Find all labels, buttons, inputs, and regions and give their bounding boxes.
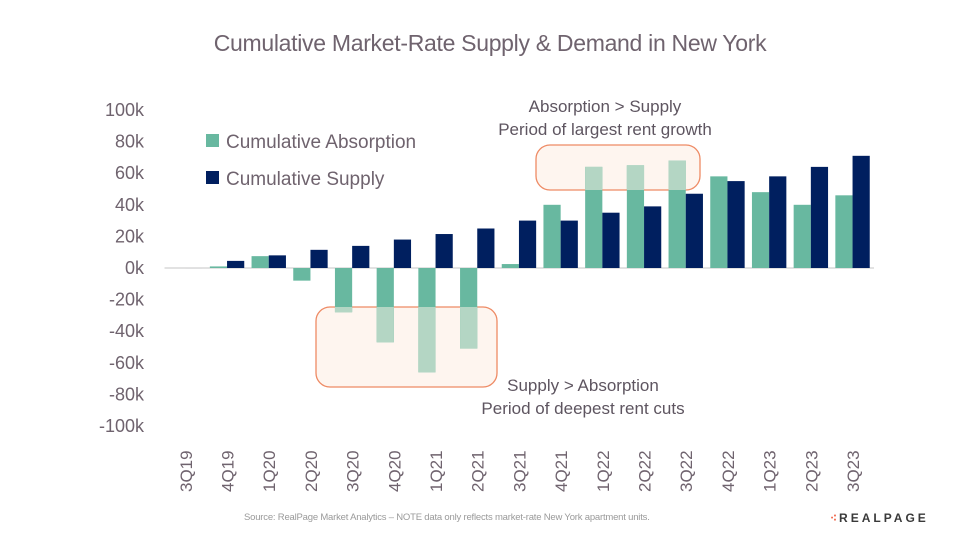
annotation-cuts-line2: Period of deepest rent cuts (481, 399, 684, 418)
bar-absorption-faded-3Q20 (334, 307, 353, 313)
logo-text: REALPAGE (839, 511, 929, 525)
bar-absorption-2Q22 (626, 165, 645, 268)
y-tick-label: 60k (115, 163, 145, 183)
x-tick-label: 2Q20 (302, 450, 321, 492)
y-tick-label: 100k (105, 100, 145, 120)
y-tick-label: -40k (109, 321, 145, 341)
bar-absorption-4Q19 (209, 266, 228, 268)
bar-supply-3Q20 (352, 245, 370, 268)
chart-title: Cumulative Market-Rate Supply & Demand i… (213, 30, 767, 56)
x-tick-label: 1Q22 (594, 450, 613, 492)
x-tick-label: 3Q19 (177, 450, 196, 492)
x-tick-label: 2Q22 (636, 450, 655, 492)
legend-label-supply: Cumulative Supply (226, 169, 385, 190)
legend-swatch-supply (206, 171, 219, 184)
legend-swatch-absorption (206, 134, 219, 147)
bar-absorption-3Q23 (835, 195, 853, 268)
bar-supply-1Q22 (602, 212, 620, 268)
bar-supply-4Q21 (560, 220, 578, 268)
x-tick-label: 2Q21 (469, 450, 488, 492)
y-tick-label: 40k (115, 195, 145, 215)
bar-absorption-faded-4Q20 (376, 307, 394, 343)
y-axis: 100k 80k 60k 40k 20k 0k -20k -40k -60k -80k -100k (99, 100, 145, 436)
bar-absorption-faded-2Q21 (460, 307, 478, 349)
bar-supply-4Q19 (227, 260, 245, 268)
x-tick-label: 4Q20 (385, 450, 404, 492)
x-tick-label: 1Q20 (260, 450, 279, 492)
annotation-boxes (315, 144, 701, 388)
bar-supply-1Q21 (435, 234, 453, 268)
y-tick-label: 0k (125, 258, 145, 278)
x-tick-label: 3Q20 (344, 450, 363, 492)
source-note: Source: RealPage Market Analytics – NOTE… (244, 512, 650, 523)
bar-absorption-2Q23 (793, 204, 811, 268)
bar-supply-2Q23 (810, 166, 829, 268)
x-tick-label: 4Q19 (219, 450, 238, 492)
bar-overlays (334, 160, 686, 373)
bar-supply-3Q23 (852, 155, 870, 268)
y-tick-label: -60k (109, 353, 145, 373)
annotation-box-growth (535, 144, 701, 191)
annotation-cuts-line1: Supply > Absorption (507, 376, 659, 395)
bar-supply-1Q20 (268, 255, 286, 268)
annotation-growth-line1: Absorption > Supply (529, 97, 682, 116)
x-axis: 3Q19 4Q19 1Q20 2Q20 3Q20 4Q20 1Q21 2Q21 3Q21 4Q21… (177, 450, 863, 492)
bar-absorption-faded-1Q22 (585, 166, 603, 190)
bar-supply-3Q21 (518, 220, 537, 268)
realpage-logo: ⁖ REALPAGE (830, 511, 929, 525)
bar-absorption-3Q20 (334, 268, 353, 313)
annotation-growth-line2: Period of largest rent growth (498, 120, 712, 139)
bar-absorption-faded-2Q22 (626, 165, 645, 190)
bar-supply-4Q22 (727, 181, 745, 268)
bar-supply-4Q20 (393, 239, 412, 268)
bar-absorption-3Q21 (501, 264, 519, 268)
y-tick-label: 20k (115, 226, 145, 246)
bar-absorption-faded-1Q21 (418, 307, 436, 373)
bar-absorption-1Q20 (251, 256, 269, 268)
legend: Cumulative Absorption Cumulative Supply (206, 132, 416, 190)
bar-supply-1Q23 (769, 176, 787, 268)
bar-absorption-1Q22 (585, 166, 603, 268)
bar-absorption-4Q21 (543, 204, 561, 268)
bar-supply-2Q22 (644, 206, 662, 268)
logo-dots-icon: ⁖ (830, 511, 838, 525)
y-tick-label: -20k (109, 290, 145, 310)
bar-supply-2Q20 (310, 249, 328, 268)
y-tick-label: 80k (115, 132, 145, 152)
annotation-labels: Absorption > Supply Period of largest re… (481, 97, 711, 418)
x-tick-label: 1Q23 (761, 450, 780, 492)
x-tick-label: 2Q23 (802, 450, 821, 492)
legend-label-absorption: Cumulative Absorption (226, 132, 416, 153)
y-tick-label: -80k (109, 384, 145, 404)
bar-absorption-2Q20 (293, 268, 311, 281)
bar-supply-3Q22 (685, 193, 703, 268)
bar-absorption-1Q23 (751, 192, 770, 268)
x-tick-label: 1Q21 (427, 450, 446, 492)
y-tick-label: -100k (99, 416, 145, 436)
x-tick-label: 4Q21 (552, 450, 571, 492)
x-tick-label: 3Q22 (677, 450, 696, 492)
x-tick-label: 3Q21 (510, 450, 529, 492)
annotation-box-cuts (315, 306, 498, 388)
x-tick-label: 3Q23 (844, 450, 863, 492)
bar-absorption-4Q22 (710, 176, 728, 268)
x-tick-label: 4Q22 (719, 450, 738, 492)
bar-supply-2Q21 (477, 228, 495, 268)
bar-absorption-faded-3Q22 (668, 160, 686, 190)
